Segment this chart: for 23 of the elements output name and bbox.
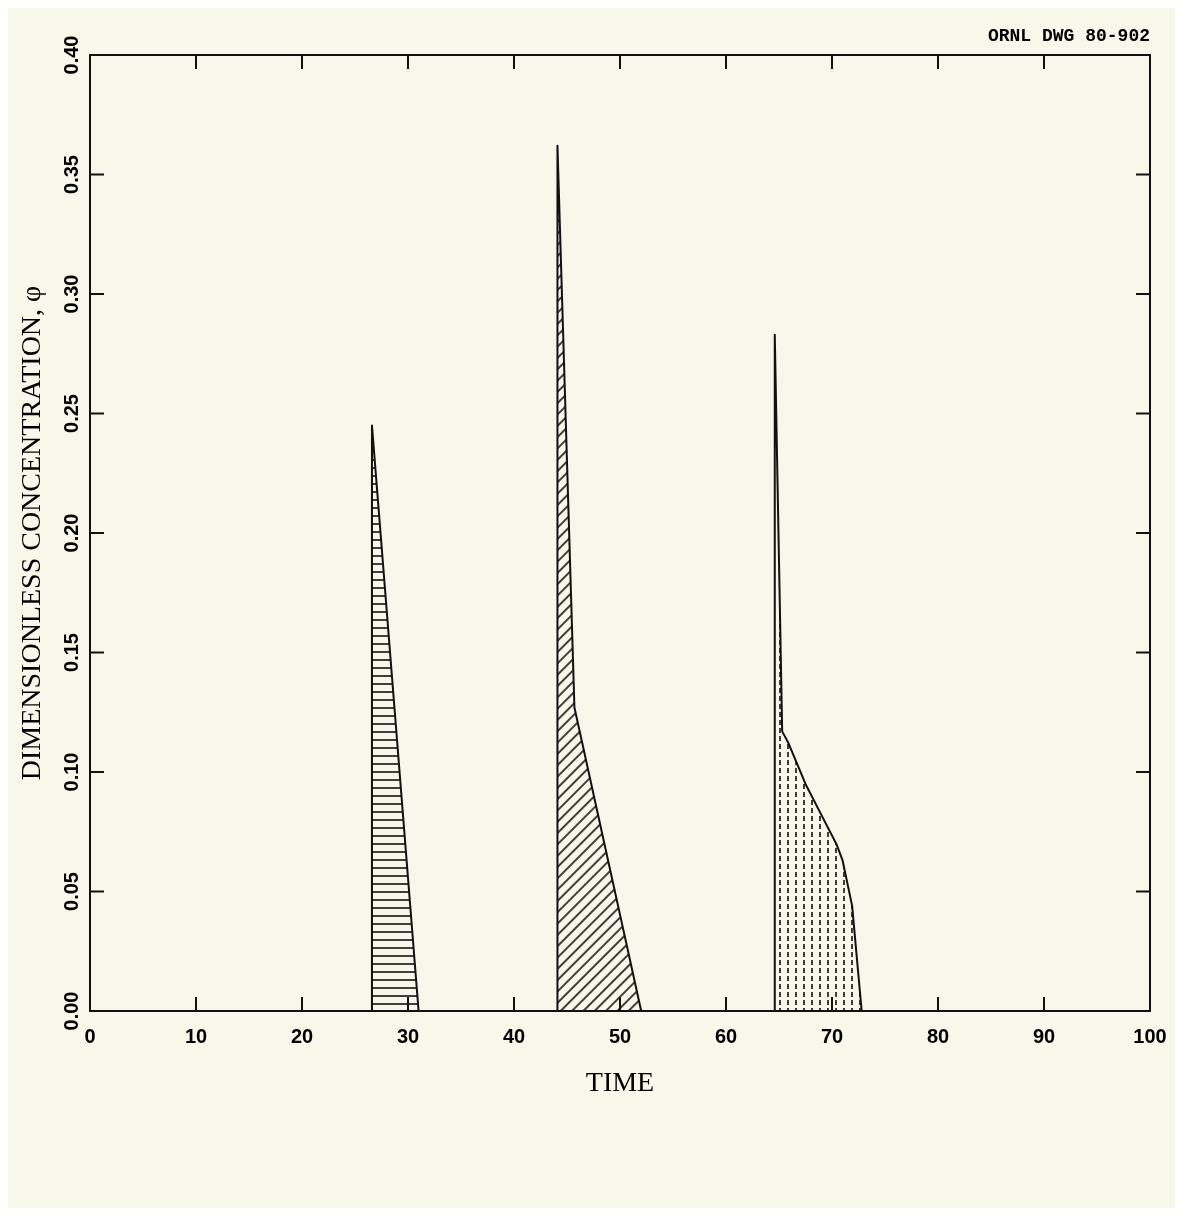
y-tick-label: 0.35	[60, 155, 82, 194]
y-tick-label: 0.15	[60, 633, 82, 672]
x-tick-label: 10	[184, 1025, 208, 1047]
x-tick-label: 50	[608, 1025, 632, 1047]
y-tick-label: 0.10	[60, 752, 82, 792]
y-tick-label: 0.25	[60, 394, 82, 433]
y-tick-label: 0.00	[60, 991, 82, 1031]
x-tick-label: 60	[714, 1025, 738, 1047]
x-tick-label: 0	[84, 1025, 96, 1047]
y-tick-label: 0.05	[60, 872, 82, 911]
x-tick-label: 30	[396, 1025, 420, 1047]
y-tick-label: 0.30	[60, 274, 82, 314]
x-tick-label: 100	[1133, 1025, 1167, 1047]
x-tick-label: 20	[290, 1025, 314, 1047]
x-tick-label: 80	[926, 1025, 950, 1047]
y-tick-label: 0.20	[60, 513, 82, 553]
x-tick-label: 40	[502, 1025, 526, 1047]
x-tick-label: 90	[1032, 1025, 1056, 1047]
text: ORNL DWG 80-902	[987, 26, 1150, 46]
y-tick-label: 0.40	[60, 35, 82, 75]
x-tick-label: 70	[820, 1025, 844, 1047]
x-axis-title: TIME	[585, 1066, 655, 1097]
y-axis-title: DIMENSIONLESS CONCENTRATION, φ	[15, 285, 46, 781]
